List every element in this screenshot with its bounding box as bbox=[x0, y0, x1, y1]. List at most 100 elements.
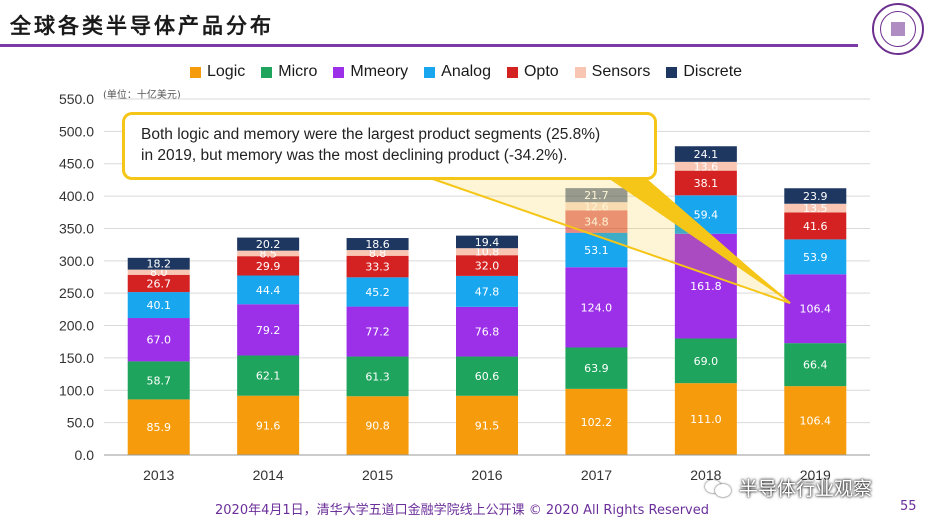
bar-segment bbox=[456, 248, 518, 256]
data-label: 111.0 bbox=[690, 413, 722, 426]
data-label: 77.2 bbox=[365, 326, 390, 339]
legend-label: Mmeory bbox=[350, 63, 409, 80]
data-label: 47.8 bbox=[475, 285, 500, 298]
data-label: 8.5 bbox=[259, 247, 277, 260]
title-divider bbox=[0, 44, 858, 47]
bar-segment bbox=[346, 306, 409, 357]
legend-swatch bbox=[190, 66, 201, 78]
bar-segment bbox=[784, 343, 847, 387]
bar-segment bbox=[346, 255, 409, 278]
university-seal-logo bbox=[872, 3, 924, 55]
bar-segment bbox=[346, 396, 409, 455]
bar-segment bbox=[237, 355, 300, 396]
callout-box: Both logic and memory were the largest p… bbox=[122, 112, 657, 180]
data-label: 76.8 bbox=[475, 326, 500, 339]
data-label: 106.4 bbox=[800, 415, 832, 428]
bar-segment bbox=[346, 356, 409, 397]
footer-text: 2020年4月1日，清华大学五道口金融学院线上公开课 © 2020 All Ri… bbox=[215, 503, 710, 518]
bar-segment bbox=[456, 395, 518, 455]
data-label: 18.2 bbox=[146, 258, 171, 271]
bar-segment bbox=[565, 232, 628, 268]
data-label: 161.8 bbox=[690, 280, 722, 293]
bar-segment bbox=[784, 203, 847, 213]
x-tick-label: 2018 bbox=[690, 467, 721, 483]
legend-item-memory: Mmeory bbox=[333, 63, 408, 81]
legend-swatch bbox=[574, 66, 586, 78]
bar-segment bbox=[237, 256, 300, 276]
legend-label: Analog bbox=[441, 63, 491, 80]
wechat-icon bbox=[705, 478, 733, 498]
data-label: 24.1 bbox=[694, 148, 719, 161]
bar-segment bbox=[674, 161, 737, 171]
legend-item-analog: Analog bbox=[424, 63, 491, 81]
data-label: 90.8 bbox=[365, 420, 390, 433]
callout-pointer-tip bbox=[608, 178, 790, 303]
bar-segment bbox=[674, 338, 737, 384]
callout-line-1: Both logic and memory were the largest p… bbox=[141, 126, 601, 143]
data-label: 91.5 bbox=[475, 419, 500, 432]
legend-swatch bbox=[506, 66, 518, 78]
bar-segment bbox=[784, 274, 847, 344]
watermark: 半导体行业观察 bbox=[705, 474, 872, 501]
bar-segment bbox=[237, 237, 300, 251]
bar-segment bbox=[784, 212, 847, 240]
bar-segment bbox=[674, 146, 737, 162]
page-title: 全球各类半导体产品分布 bbox=[10, 14, 274, 38]
y-tick-label: 250.0 bbox=[59, 285, 94, 301]
bar-segment bbox=[127, 318, 190, 362]
data-label: 79.2 bbox=[256, 324, 281, 337]
y-tick-label: 0.0 bbox=[75, 447, 95, 463]
data-label: 19.4 bbox=[475, 236, 500, 249]
y-tick-label: 50.0 bbox=[67, 415, 94, 431]
legend-label: Logic bbox=[207, 63, 246, 80]
seal-inner-ring bbox=[880, 11, 916, 47]
data-label: 26.7 bbox=[146, 277, 171, 290]
data-label: 13.5 bbox=[803, 202, 828, 215]
legend-swatch bbox=[333, 66, 345, 78]
data-label: 21.7 bbox=[584, 189, 609, 202]
data-label: 8.8 bbox=[369, 247, 387, 260]
data-label: 106.4 bbox=[800, 303, 832, 316]
x-tick-label: 2014 bbox=[253, 467, 284, 483]
bar-segment bbox=[127, 399, 190, 455]
bar-segment bbox=[456, 306, 518, 357]
bar-segment bbox=[565, 267, 628, 348]
bar-segment bbox=[784, 386, 847, 455]
chart-legend: Logic Micro Mmeory Analog Opto Sensors D… bbox=[190, 63, 742, 81]
legend-item-discrete: Discrete bbox=[666, 63, 742, 81]
data-label: 33.3 bbox=[365, 261, 390, 274]
data-label: 20.2 bbox=[256, 238, 281, 251]
bar-segment bbox=[237, 395, 300, 455]
x-tick-label: 2016 bbox=[471, 467, 502, 483]
x-tick-label: 2013 bbox=[143, 467, 174, 483]
data-label: 53.9 bbox=[803, 251, 828, 264]
bar-segment bbox=[674, 383, 737, 455]
bar-segment bbox=[346, 238, 409, 251]
legend-swatch bbox=[261, 66, 273, 78]
data-label: 12.6 bbox=[584, 200, 609, 213]
data-label: 10.8 bbox=[475, 246, 500, 259]
data-label: 44.4 bbox=[256, 284, 281, 297]
data-label: 23.9 bbox=[803, 190, 828, 203]
y-tick-label: 400.0 bbox=[59, 188, 94, 204]
page-number: 55 bbox=[900, 499, 917, 514]
legend-item-sensors: Sensors bbox=[574, 63, 651, 81]
bar-segment bbox=[127, 361, 190, 400]
data-label: 59.4 bbox=[694, 209, 719, 222]
y-tick-label: 150.0 bbox=[59, 350, 94, 366]
bar-segment bbox=[346, 277, 409, 307]
y-tick-label: 350.0 bbox=[59, 220, 94, 236]
bar-segment bbox=[674, 170, 737, 196]
data-label: 60.6 bbox=[475, 370, 500, 383]
data-label: 85.9 bbox=[146, 421, 171, 434]
y-tick-label: 200.0 bbox=[59, 318, 94, 334]
y-tick-label: 100.0 bbox=[59, 382, 94, 398]
watermark-text: 半导体行业观察 bbox=[739, 478, 873, 500]
bar-segment bbox=[237, 250, 300, 257]
legend-label: Sensors bbox=[591, 63, 651, 80]
bar-segment bbox=[456, 235, 518, 249]
legend-swatch bbox=[666, 66, 678, 78]
data-label: 69.0 bbox=[694, 355, 719, 368]
data-label: 91.6 bbox=[256, 419, 281, 432]
